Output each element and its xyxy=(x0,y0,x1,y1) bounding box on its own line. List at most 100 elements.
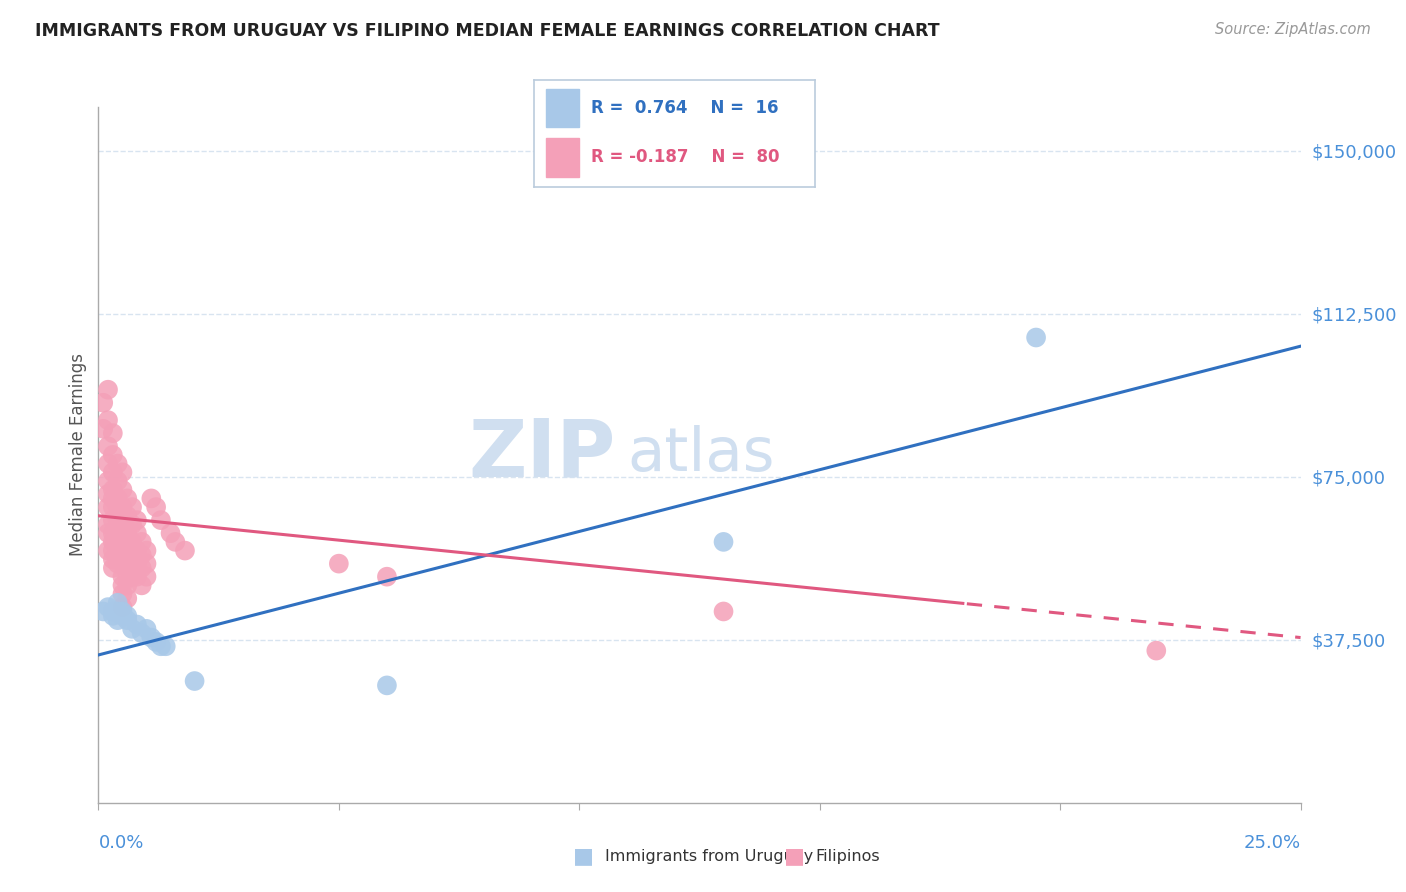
Point xyxy=(713,605,735,619)
Point xyxy=(131,548,153,562)
Text: ■: ■ xyxy=(574,847,593,866)
Point xyxy=(159,526,181,541)
Point xyxy=(111,466,134,480)
Point xyxy=(107,557,129,571)
Point xyxy=(97,474,120,488)
Point xyxy=(111,578,134,592)
Point xyxy=(117,613,139,627)
Point xyxy=(125,526,148,541)
Point xyxy=(97,487,120,501)
Point xyxy=(121,535,143,549)
Point xyxy=(135,622,157,636)
Point xyxy=(101,426,124,441)
Point xyxy=(111,605,134,619)
Point xyxy=(111,557,134,571)
Point xyxy=(97,439,120,453)
Point xyxy=(101,448,124,462)
Point xyxy=(107,500,129,514)
Point xyxy=(1025,330,1047,344)
Point xyxy=(135,543,157,558)
Point xyxy=(328,557,350,571)
Point xyxy=(125,513,148,527)
Point xyxy=(97,457,120,471)
Point xyxy=(111,600,134,615)
Point xyxy=(125,617,148,632)
Point xyxy=(107,457,129,471)
Point xyxy=(131,535,153,549)
Point xyxy=(111,513,134,527)
Point xyxy=(107,535,129,549)
Point xyxy=(111,570,134,584)
Text: atlas: atlas xyxy=(627,425,775,484)
Text: R =  0.764    N =  16: R = 0.764 N = 16 xyxy=(591,99,778,117)
Point xyxy=(97,600,120,615)
Point xyxy=(101,513,124,527)
Point xyxy=(121,570,143,584)
Point xyxy=(149,513,172,527)
Point xyxy=(101,605,124,619)
Point xyxy=(107,548,129,562)
Point xyxy=(141,631,163,645)
Point xyxy=(117,508,139,523)
Point xyxy=(101,561,124,575)
Point xyxy=(117,591,139,606)
Point xyxy=(121,622,143,636)
Point xyxy=(125,570,148,584)
Text: ■: ■ xyxy=(785,847,804,866)
Text: ZIP: ZIP xyxy=(468,416,616,494)
Point xyxy=(117,578,139,592)
Point xyxy=(117,608,139,623)
Point xyxy=(131,626,153,640)
Point xyxy=(1144,643,1167,657)
Point xyxy=(97,383,120,397)
Point xyxy=(131,578,153,592)
Point xyxy=(121,543,143,558)
Text: 0.0%: 0.0% xyxy=(98,834,143,852)
Point xyxy=(145,500,167,514)
Y-axis label: Median Female Earnings: Median Female Earnings xyxy=(69,353,87,557)
Point xyxy=(91,396,114,410)
Point xyxy=(101,552,124,566)
Point xyxy=(121,557,143,571)
Point xyxy=(107,613,129,627)
Point xyxy=(135,557,157,571)
Bar xyxy=(546,138,579,177)
Point xyxy=(111,543,134,558)
Point xyxy=(101,535,124,549)
Point xyxy=(91,605,114,619)
Point xyxy=(107,605,129,619)
Point xyxy=(117,535,139,549)
Point xyxy=(101,526,124,541)
Point xyxy=(165,535,187,549)
Point xyxy=(111,608,134,623)
Point xyxy=(97,543,120,558)
Point xyxy=(91,422,114,436)
Point xyxy=(155,639,177,653)
Point xyxy=(174,543,197,558)
Text: Source: ZipAtlas.com: Source: ZipAtlas.com xyxy=(1215,22,1371,37)
Point xyxy=(375,678,398,692)
Point xyxy=(101,466,124,480)
Point xyxy=(117,491,139,506)
Point xyxy=(111,526,134,541)
Point xyxy=(97,526,120,541)
Point xyxy=(107,596,129,610)
Point xyxy=(107,513,129,527)
Point xyxy=(101,608,124,623)
Point xyxy=(107,491,129,506)
Point xyxy=(149,639,172,653)
Point xyxy=(111,500,134,514)
Point xyxy=(97,517,120,532)
Point xyxy=(97,500,120,514)
Point xyxy=(131,561,153,575)
Point xyxy=(101,543,124,558)
Text: Filipinos: Filipinos xyxy=(815,849,880,863)
Point xyxy=(107,474,129,488)
Text: IMMIGRANTS FROM URUGUAY VS FILIPINO MEDIAN FEMALE EARNINGS CORRELATION CHART: IMMIGRANTS FROM URUGUAY VS FILIPINO MEDI… xyxy=(35,22,939,40)
Point xyxy=(141,491,163,506)
Point xyxy=(101,491,124,506)
Point xyxy=(375,570,398,584)
Point xyxy=(121,517,143,532)
Point xyxy=(713,535,735,549)
Point xyxy=(117,526,139,541)
